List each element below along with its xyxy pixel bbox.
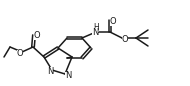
Text: O: O [122,34,128,44]
Text: O: O [110,17,116,26]
Text: O: O [34,31,40,39]
Text: N: N [65,71,71,80]
Text: N: N [92,28,98,36]
Text: H: H [93,23,99,31]
Text: O: O [17,50,23,58]
Text: N: N [47,66,53,76]
